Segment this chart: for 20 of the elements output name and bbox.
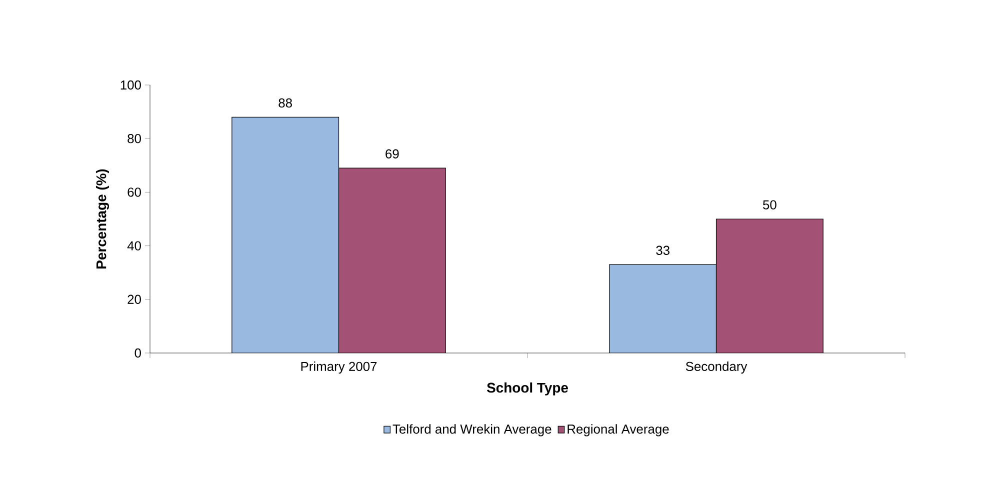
x-axis-title: School Type <box>486 382 568 396</box>
data-label: 50 <box>762 200 776 210</box>
bar <box>232 117 339 353</box>
data-label: 88 <box>278 98 292 108</box>
y-tick-label: 80 <box>128 134 141 144</box>
y-tick-label: 40 <box>127 241 141 250</box>
legend-label: Regional Average <box>568 424 669 436</box>
y-tick-label: 60 <box>128 188 141 197</box>
bar <box>609 264 717 353</box>
data-label: 33 <box>656 246 670 255</box>
bar <box>338 168 446 353</box>
x-tick-label: Secondary <box>686 362 748 374</box>
y-axis-title: Percentage (%) <box>96 169 110 268</box>
y-tick-label: 100 <box>120 80 141 90</box>
y-tick-label: 0 <box>134 348 141 358</box>
y-tick-label: 20 <box>128 294 141 304</box>
x-tick-label: Primary 2007 <box>301 362 377 374</box>
bar <box>716 218 824 353</box>
legend-label: Telford and Wrekin Average <box>392 424 552 436</box>
data-label: 69 <box>386 149 399 158</box>
